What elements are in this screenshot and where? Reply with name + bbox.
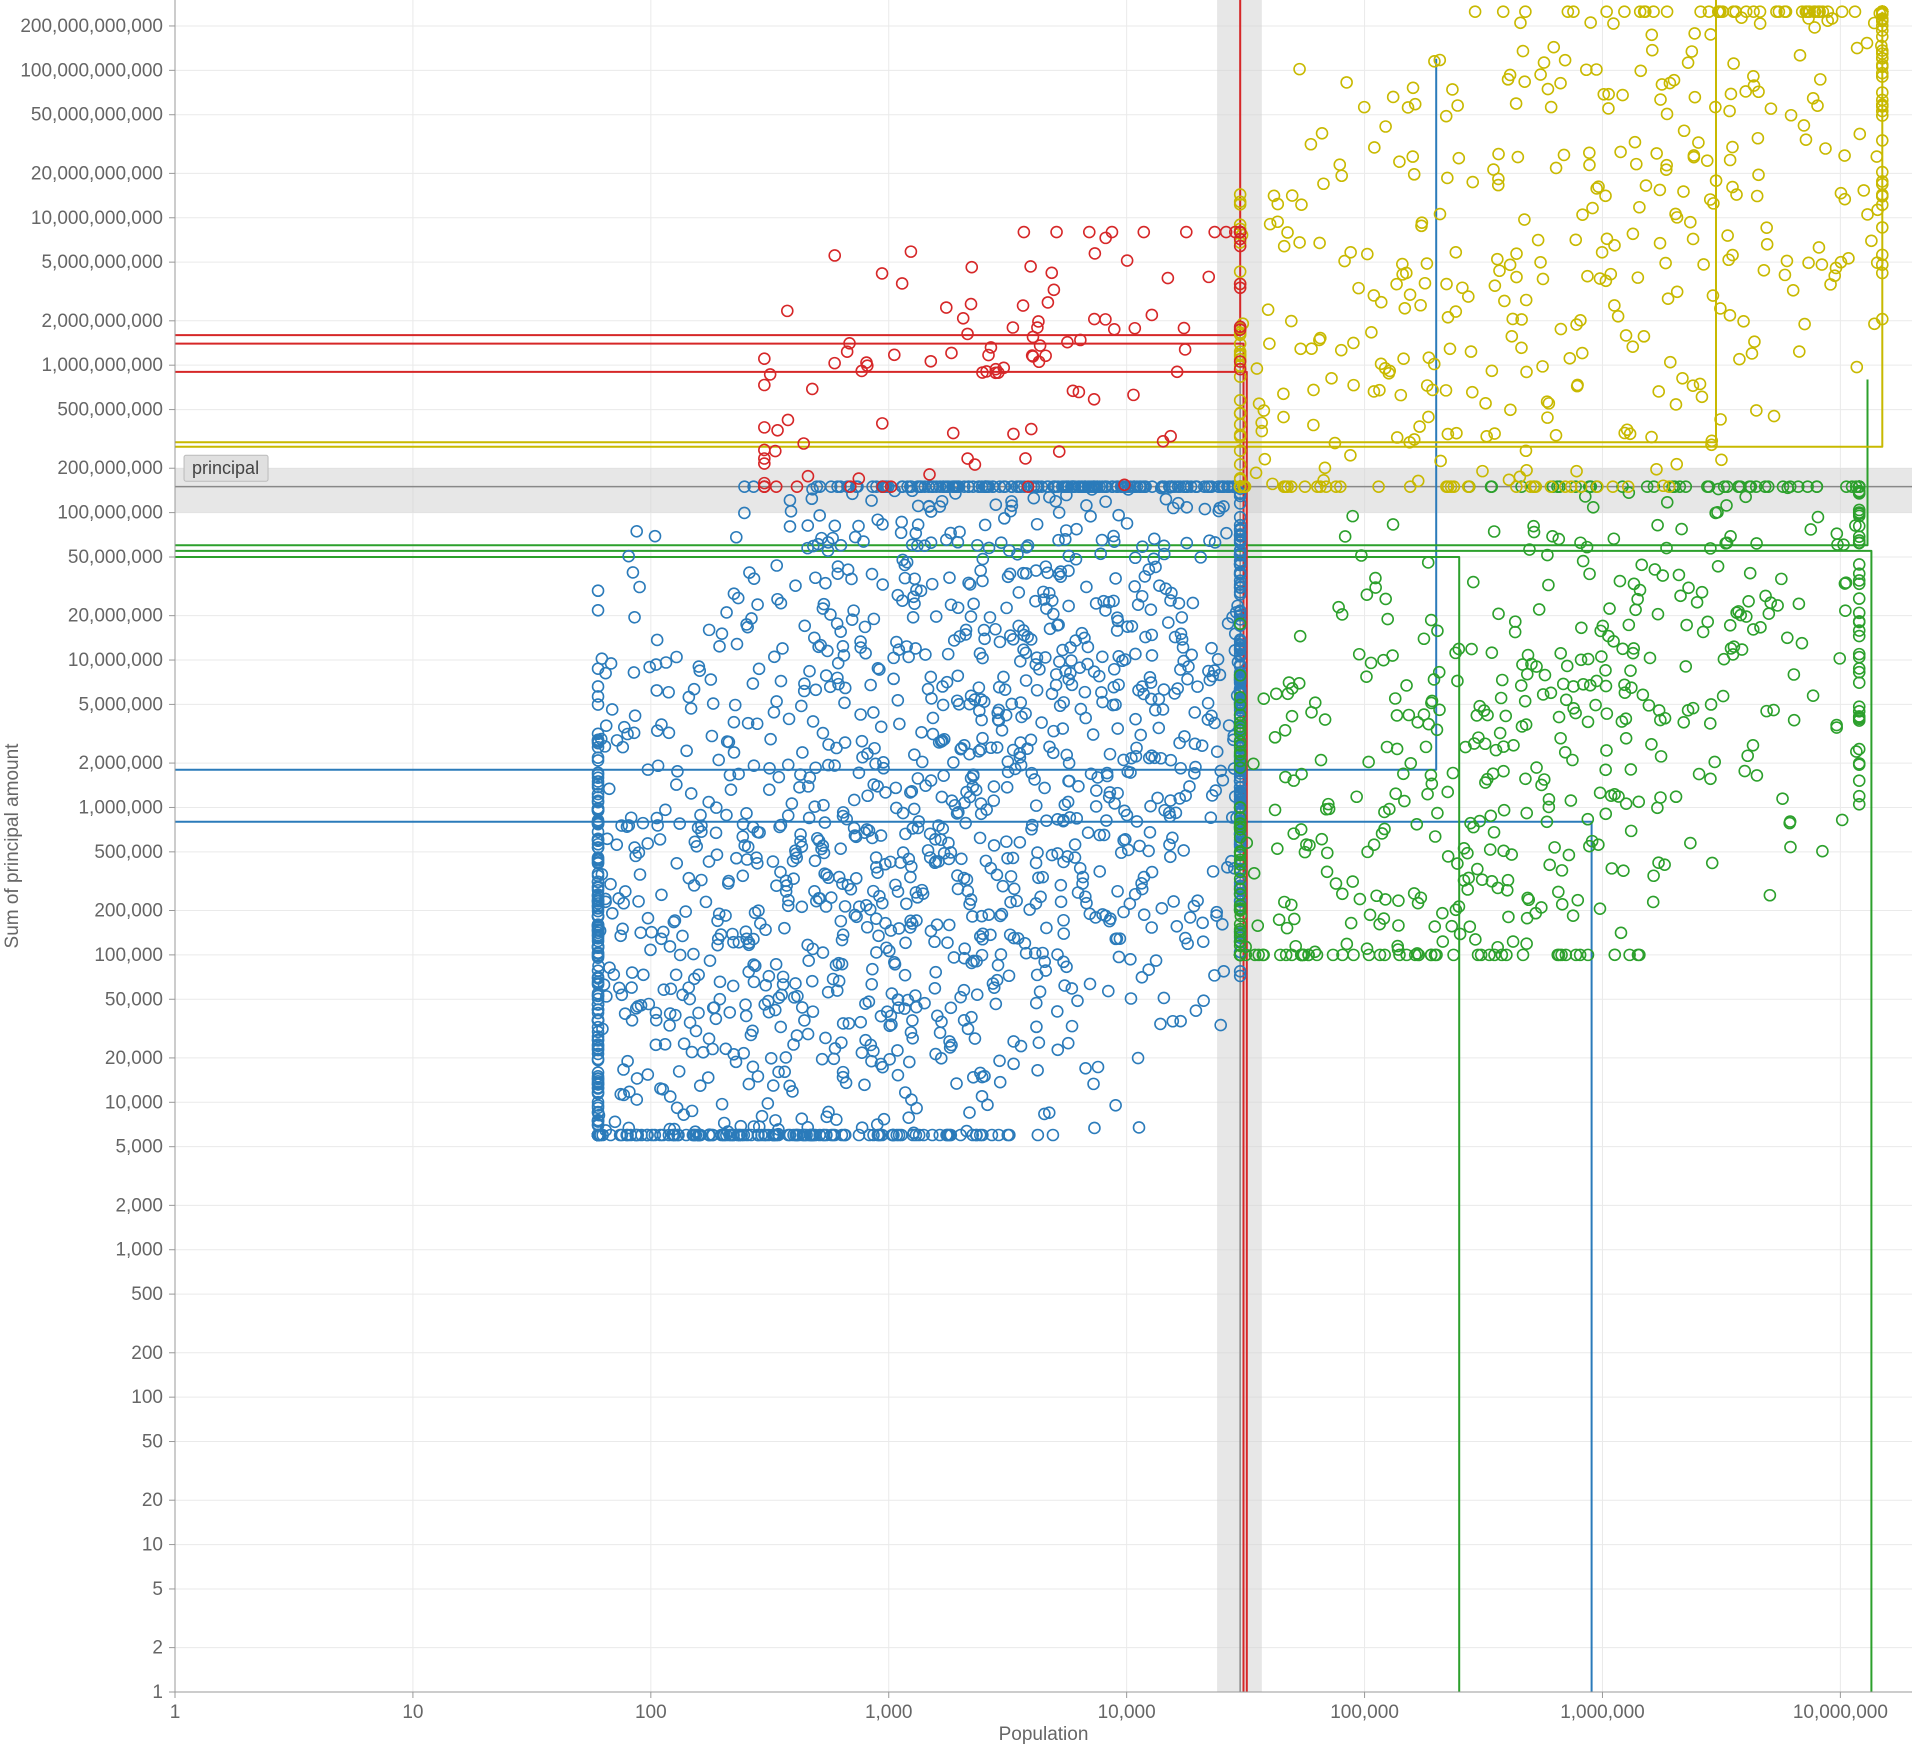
y-tick-label: 2,000 [115, 1195, 163, 1216]
y-tick-label: 2 [152, 1638, 163, 1659]
y-tick-label: 10,000,000,000 [31, 208, 163, 229]
x-tick-label: 1,000 [865, 1702, 913, 1723]
y-tick-label: 100,000 [94, 945, 163, 966]
y-tick-label: 100 [131, 1387, 163, 1408]
y-tick-label: 5,000 [115, 1137, 163, 1158]
x-tick-label: 100,000 [1330, 1702, 1399, 1723]
y-tick-label: 200,000,000,000 [20, 16, 163, 37]
y-tick-label: 20,000,000 [68, 606, 163, 627]
y-axis-label: Sum of principal amount [2, 743, 23, 949]
y-tick-label: 1,000,000 [78, 797, 163, 818]
x-tick-label: 10,000 [1098, 1702, 1156, 1723]
y-tick-label: 100,000,000,000 [20, 60, 163, 81]
y-tick-label: 1,000,000,000 [41, 355, 163, 376]
y-tick-label: 500 [131, 1284, 163, 1305]
y-tick-label: 200 [131, 1343, 163, 1364]
x-tick-label: 10 [402, 1702, 423, 1723]
x-tick-label: 1 [170, 1702, 181, 1723]
y-tick-label: 500,000 [94, 842, 163, 863]
y-tick-label: 20,000 [105, 1048, 163, 1069]
y-tick-label: 50,000 [105, 989, 163, 1010]
x-axis-label: Population [999, 1724, 1089, 1745]
chart-svg: 1 10 100 1,000 10,000 100,000 1,000,000 10,000,… [0, 0, 1912, 1745]
y-tick-label: 10,000 [105, 1092, 163, 1113]
x-tick-label: 100 [635, 1702, 667, 1723]
y-tick-label: 50,000,000,000 [31, 105, 163, 126]
y-tick-label: 10,000,000 [68, 650, 163, 671]
y-tick-label: 1 [152, 1682, 163, 1703]
y-tick-label: 500,000,000 [57, 400, 163, 421]
y-tick-label: 100,000,000 [57, 503, 163, 524]
y-tick-label: 20,000,000,000 [31, 163, 163, 184]
x-tick-label: 1,000,000 [1560, 1702, 1645, 1723]
y-tick-label: 50,000,000 [68, 547, 163, 568]
scatter-chart: 1 10 100 1,000 10,000 100,000 1,000,000 10,000,… [0, 0, 1912, 1745]
y-tick-label: 2,000,000,000 [41, 311, 163, 332]
y-tick-label: 50 [142, 1432, 163, 1453]
y-tick-label: 5 [152, 1579, 163, 1600]
y-tick-label: 20 [142, 1490, 163, 1511]
y-tick-label: 200,000,000 [57, 458, 163, 479]
y-tick-label: 1,000 [115, 1240, 163, 1261]
y-tick-label: 10 [142, 1535, 163, 1556]
y-tick-label: 2,000,000 [78, 753, 163, 774]
y-tick-label: 5,000,000 [78, 694, 163, 715]
x-tick-label: 10,000,000 [1793, 1702, 1888, 1723]
y-tick-label: 200,000 [94, 901, 163, 922]
hover-tooltip-text: principal [192, 458, 259, 478]
y-tick-label: 5,000,000,000 [41, 252, 163, 273]
